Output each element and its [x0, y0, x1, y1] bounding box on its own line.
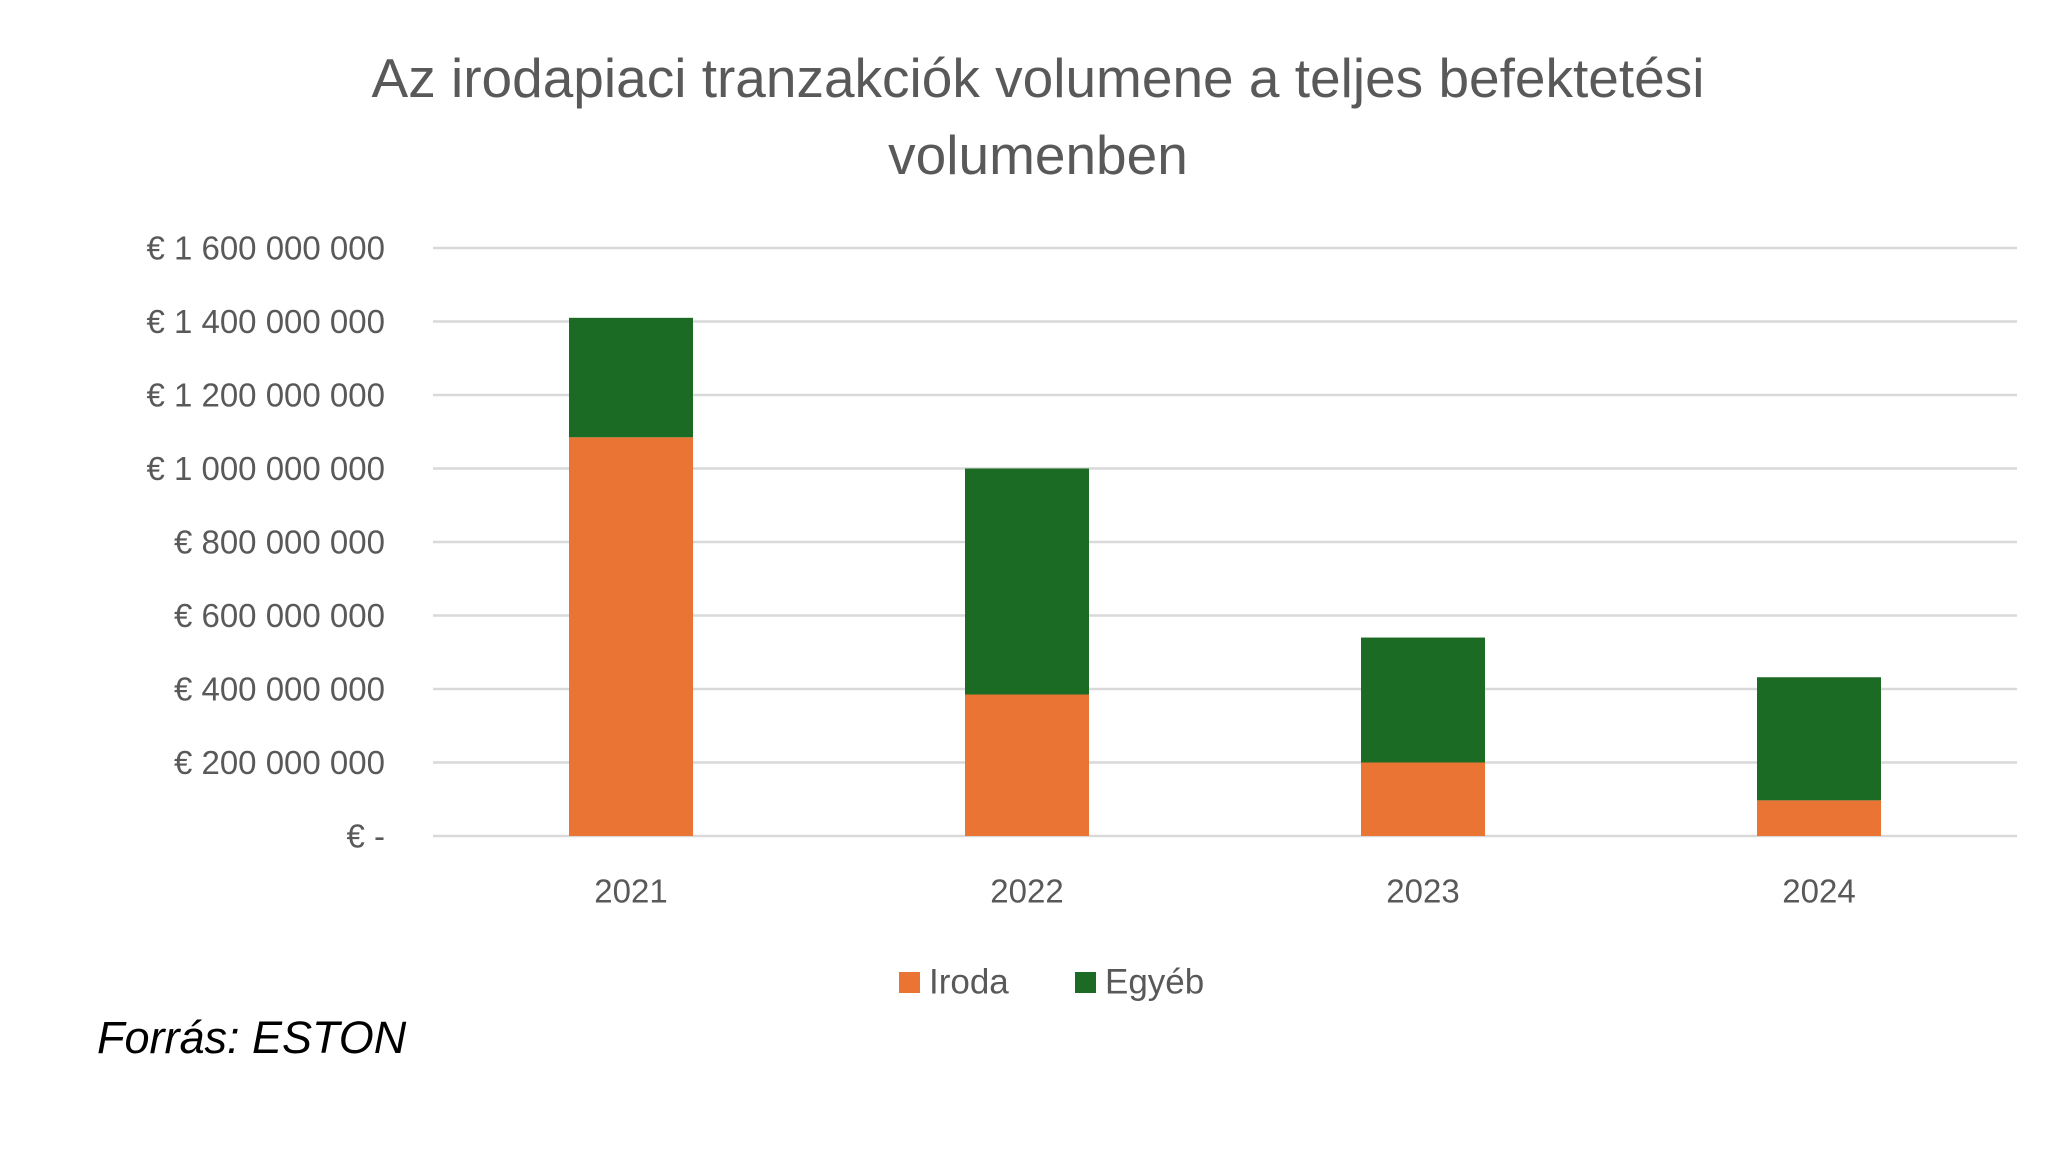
bar-egyéb-2023 — [1361, 637, 1485, 763]
x-tick-label: 2021 — [594, 873, 667, 910]
y-tick-label: € 600 000 000 — [174, 597, 385, 634]
x-tick-label: 2022 — [990, 873, 1063, 910]
bars — [569, 317, 1881, 836]
bar-iroda-2022 — [965, 694, 1089, 836]
y-tick-label: € 400 000 000 — [174, 671, 385, 708]
y-tick-label: € 1 400 000 000 — [146, 303, 385, 340]
bar-egyéb-2022 — [965, 468, 1089, 695]
y-tick-label: € 1 600 000 000 — [146, 230, 385, 267]
bar-egyéb-2024 — [1757, 677, 1881, 801]
legend-swatch-egyéb — [1075, 972, 1096, 993]
legend-swatch-iroda — [899, 972, 920, 993]
legend-label-iroda: Iroda — [929, 963, 1009, 1002]
chart-title-line: volumenben — [888, 124, 1188, 186]
y-tick-label: € - — [346, 818, 385, 855]
chart-title-line: Az irodapiaci tranzakciók volumene a tel… — [372, 47, 1705, 109]
x-tick-label: 2023 — [1386, 873, 1459, 910]
source-note: Forrás: ESTON — [97, 1012, 407, 1063]
x-axis-tick-labels: 2021 2022 2023 2024 — [594, 873, 1855, 910]
bar-egyéb-2021 — [569, 317, 693, 438]
y-tick-label: € 1 200 000 000 — [146, 377, 385, 414]
bar-iroda-2024 — [1757, 800, 1881, 836]
y-tick-label: € 1 000 000 000 — [146, 450, 385, 487]
legend: Iroda Egyéb — [899, 963, 1204, 1002]
y-axis-tick-labels: € - € 200 000 000 € 400 000 000 € 600 000 0… — [146, 230, 385, 855]
gridlines — [433, 246, 2017, 838]
bar-iroda-2023 — [1361, 762, 1485, 836]
bar-iroda-2021 — [569, 437, 693, 836]
x-tick-label: 2024 — [1782, 873, 1855, 910]
y-tick-label: € 200 000 000 — [174, 744, 385, 781]
legend-label-egyéb: Egyéb — [1105, 963, 1204, 1002]
chart-title: Az irodapiaci tranzakciók volumene a tel… — [372, 47, 1705, 186]
y-tick-label: € 800 000 000 — [174, 524, 385, 561]
